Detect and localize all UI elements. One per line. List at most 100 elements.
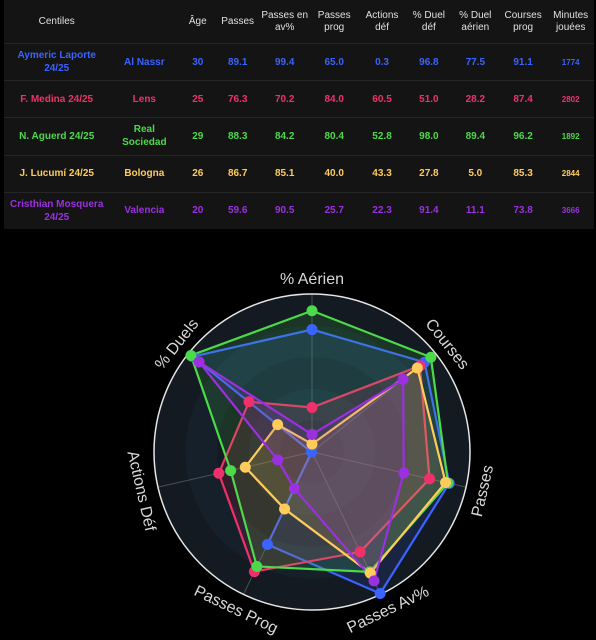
- series-point: [272, 454, 284, 466]
- cell-passes-prog: 84.0: [310, 80, 359, 118]
- series-polygon: [189, 309, 450, 573]
- series-point: [306, 401, 318, 413]
- header-duel-def: % Duel déf: [412, 9, 445, 33]
- series-point: [354, 546, 366, 558]
- cell-team: Al Nassr: [109, 42, 180, 81]
- cell-duel-def: 27.8: [405, 154, 452, 193]
- cell-player: Cristhian Mosquera 24/25: [4, 191, 110, 229]
- axis-label: Passes: [469, 464, 497, 519]
- series-point: [306, 446, 318, 458]
- cell-team: Real Sociedad: [109, 117, 180, 156]
- header-duel-aerien: % Duel aérien: [459, 9, 492, 33]
- series-point: [306, 305, 318, 317]
- header-centiles: Centiles: [38, 15, 75, 27]
- cell-passes: 76.3: [216, 80, 260, 118]
- cell-team: Valencia: [109, 191, 180, 229]
- series-polygon: [244, 366, 447, 575]
- series-point: [193, 356, 205, 368]
- table-row: N. Aguerd 24/25 Real Sociedad 29 88.3 84.2 80…: [4, 117, 594, 156]
- series-point: [397, 373, 409, 385]
- cell-passes: 89.1: [216, 42, 260, 81]
- cell-passes-av: 85.1: [259, 154, 311, 193]
- header-passes-prog: Passes prog: [317, 9, 351, 33]
- cell-player: F. Medina 24/25: [4, 80, 110, 118]
- series-point: [213, 467, 225, 479]
- cell-duel-aerien: 5.0: [451, 154, 499, 193]
- header-minutes: Minutes jouées: [553, 9, 589, 33]
- cell-passes-prog: 65.0: [310, 42, 359, 81]
- cell-age: 29: [179, 117, 217, 156]
- series-point: [225, 465, 237, 477]
- cell-minutes: 2844: [547, 154, 594, 193]
- cell-actions-def: 0.3: [358, 42, 406, 81]
- radar-outer-circle: [153, 293, 471, 611]
- table-body: Aymeric Laporte 24/25 Al Nassr 30 89.1 99.4 6…: [4, 42, 594, 229]
- table-row: Aymeric Laporte 24/25 Al Nassr 30 89.1 99.4 6…: [4, 42, 594, 81]
- cell-courses-prog: 87.4: [498, 80, 548, 118]
- series-point: [306, 324, 318, 336]
- cell-passes-av: 70.2: [259, 80, 311, 118]
- cell-passes-prog: 80.4: [310, 117, 359, 156]
- cell-minutes: 1892: [547, 117, 594, 156]
- cell-player: Aymeric Laporte 24/25: [4, 42, 110, 81]
- stats-table: Centiles Âge Passes Passes en av% Passes…: [4, 0, 594, 229]
- series-polygon: [197, 360, 405, 582]
- series-point: [424, 473, 436, 485]
- series-point: [440, 476, 452, 488]
- series-point: [243, 396, 255, 408]
- series-point: [279, 503, 291, 515]
- cell-passes-prog: 25.7: [310, 191, 359, 229]
- series-point: [411, 362, 423, 374]
- cell-passes: 59.6: [216, 191, 260, 229]
- cell-courses-prog: 91.1: [498, 42, 548, 81]
- series-point: [368, 575, 380, 587]
- cell-courses-prog: 73.8: [498, 191, 548, 229]
- cell-actions-def: 52.8: [358, 117, 406, 156]
- header-passes-av: Passes en av%: [261, 9, 309, 33]
- cell-age: 25: [179, 80, 217, 118]
- cell-actions-def: 22.3: [358, 191, 406, 229]
- series-point: [185, 349, 197, 361]
- series-point: [239, 461, 251, 473]
- table-row: F. Medina 24/25 Lens 25 76.3 70.2 84.0 60.5 51.…: [4, 80, 594, 118]
- series-point: [272, 419, 284, 431]
- cell-age: 30: [179, 42, 217, 81]
- cell-duel-aerien: 77.5: [451, 42, 499, 81]
- series-point: [425, 351, 437, 363]
- header-team: [109, 0, 179, 44]
- cell-minutes: 2802: [547, 80, 594, 118]
- cell-minutes: 1774: [547, 42, 594, 81]
- table-row: Cristhian Mosquera 24/25 Valencia 20 59.6 90…: [4, 191, 594, 229]
- header-age: Âge: [188, 15, 207, 27]
- cell-player: N. Aguerd 24/25: [4, 117, 110, 156]
- series-point: [261, 539, 273, 551]
- cell-passes-av: 99.4: [259, 42, 311, 81]
- cell-actions-def: 60.5: [358, 80, 406, 118]
- series-point: [306, 438, 318, 450]
- series-point: [251, 560, 263, 572]
- cell-passes-prog: 40.0: [310, 154, 359, 193]
- cell-player: J. Lucumí 24/25: [4, 154, 110, 193]
- cell-age: 26: [179, 154, 217, 193]
- axis-label: Actions Déf: [124, 449, 159, 533]
- cell-actions-def: 43.3: [358, 154, 406, 193]
- cell-duel-aerien: 89.4: [451, 117, 499, 156]
- cell-team: Bologna: [109, 154, 180, 193]
- header-passes: Passes: [221, 15, 255, 27]
- cell-passes: 88.3: [216, 117, 260, 156]
- cell-duel-def: 91.4: [405, 191, 452, 229]
- cell-duel-aerien: 11.1: [451, 191, 499, 229]
- series-point: [288, 483, 300, 495]
- series-point: [306, 428, 318, 440]
- cell-duel-def: 96.8: [405, 42, 452, 81]
- header-actions-def: Actions déf: [365, 9, 399, 33]
- cell-passes-av: 90.5: [259, 191, 311, 229]
- cell-courses-prog: 96.2: [498, 117, 548, 156]
- table-row: J. Lucumí 24/25 Bologna 26 86.7 85.1 40.0 43.3…: [4, 154, 594, 193]
- series-point: [374, 587, 386, 599]
- cell-passes-av: 84.2: [259, 117, 311, 156]
- cell-duel-aerien: 28.2: [451, 80, 499, 118]
- table-header-row: Centiles Âge Passes Passes en av% Passes…: [4, 0, 594, 44]
- series-point: [398, 467, 410, 479]
